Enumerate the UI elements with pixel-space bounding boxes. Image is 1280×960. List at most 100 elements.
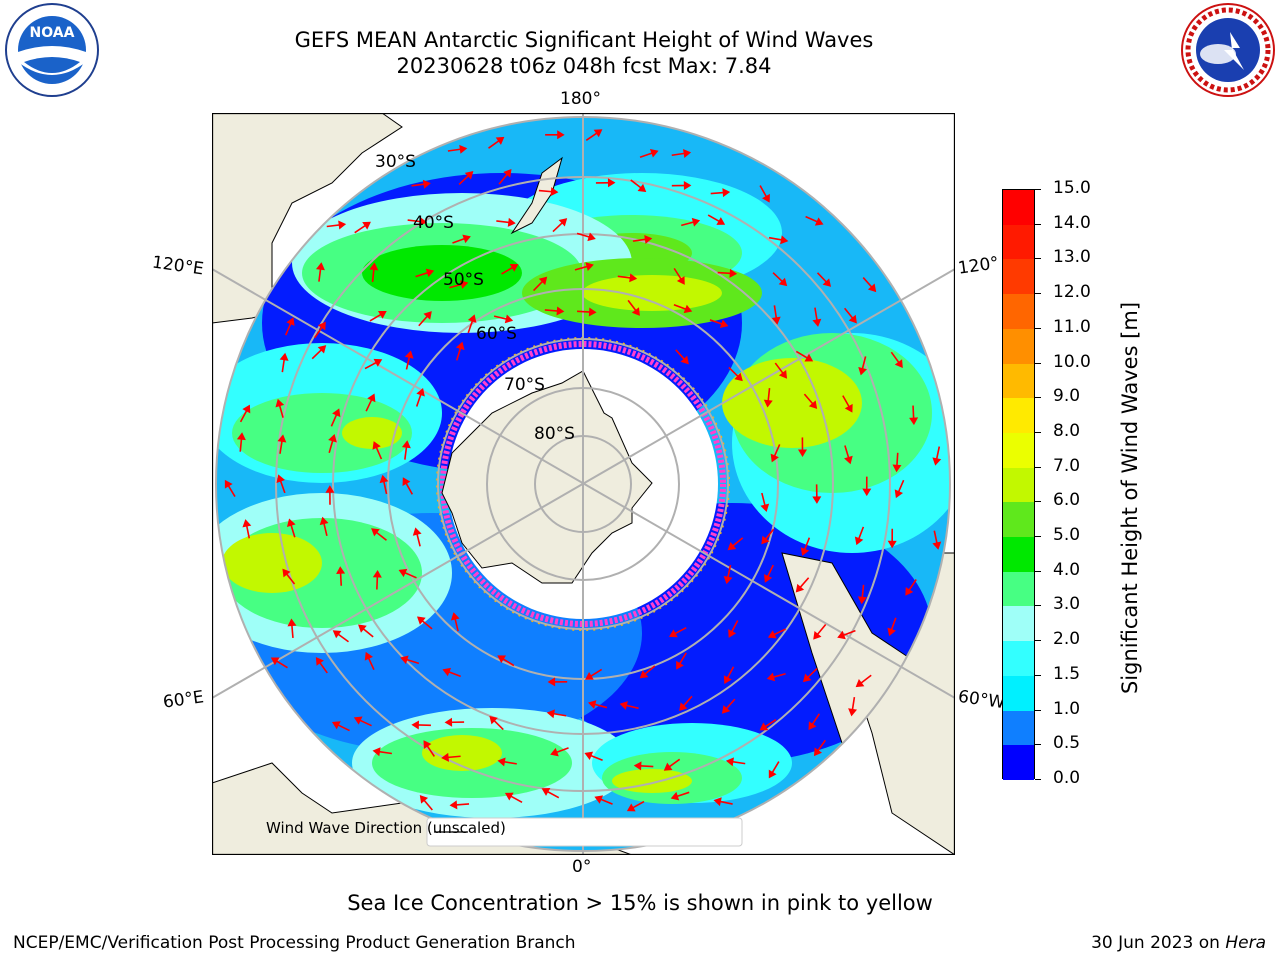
wave-arrow-head xyxy=(837,630,846,640)
wave-arrow-head xyxy=(619,701,628,710)
wave-arrow-head xyxy=(287,618,297,627)
wave-arrow-head xyxy=(719,319,729,329)
colorbar-tick-mark xyxy=(1035,744,1041,746)
wave-arrow-head xyxy=(607,178,616,188)
wave-arrow-head xyxy=(236,432,246,441)
colorbar-tick-label: 4.0 xyxy=(1053,559,1081,580)
wave-arrow-head xyxy=(325,485,335,493)
wave-arrow-head xyxy=(372,747,381,757)
wave-arrow-head xyxy=(668,629,678,638)
wave-arrow-head xyxy=(358,624,367,633)
colorbar-tick-mark xyxy=(1035,779,1041,780)
colorbar-tick-label: 7.0 xyxy=(1053,455,1081,476)
wave-arrow-head xyxy=(588,307,597,317)
lon-label-0: 0° xyxy=(572,857,592,877)
wave-arrow-head xyxy=(377,310,387,319)
wave-arrow-head xyxy=(761,535,770,545)
colorbar-tick-label: 8.0 xyxy=(1053,420,1081,441)
wave-arrow-head xyxy=(857,596,867,605)
wave-arrow-head xyxy=(644,234,653,244)
wave-arrow-head xyxy=(282,568,291,578)
colorbar-tick-mark xyxy=(1035,501,1041,503)
colorbar-band xyxy=(1003,224,1034,260)
lat-label-40s: 40°S xyxy=(413,213,454,233)
wave-arrow-head xyxy=(683,304,693,314)
colorbar-tick-mark xyxy=(1035,466,1041,468)
wave-arrow-head xyxy=(450,612,460,621)
wave-arrow-head xyxy=(854,536,864,546)
colorbar-tick-mark xyxy=(1035,258,1041,260)
wave-arrow-head xyxy=(858,366,867,376)
colorbar-tick-mark xyxy=(1035,431,1041,433)
colorbar-band xyxy=(1003,398,1034,433)
wave-arrow-head xyxy=(464,171,474,180)
wave-arrow-head xyxy=(768,769,777,779)
colorbar-band xyxy=(1003,328,1034,364)
wave-arrow-head xyxy=(802,673,812,683)
wave-arrow-head xyxy=(594,795,604,804)
wave-arrow-head xyxy=(338,220,347,230)
wave-arrow-head xyxy=(932,457,942,466)
wave-arrow-head xyxy=(504,792,514,801)
wave-arrow-head xyxy=(371,528,380,537)
colorbar-tick-label: 15.0 xyxy=(1053,178,1091,198)
wave-arrow-head xyxy=(423,311,432,320)
colorbar-tick-mark xyxy=(1035,189,1041,190)
sea-ice-note: Sea Ice Concentration > 15% is shown in … xyxy=(347,891,933,915)
wave-arrow-head xyxy=(556,306,565,316)
wave-arrow-head xyxy=(887,627,896,637)
wave-arrow-head xyxy=(631,307,640,316)
wave-arrow-head xyxy=(404,350,414,359)
colorbar-band xyxy=(1003,432,1034,468)
wave-arrow-head xyxy=(423,740,432,749)
colorbar-tick-label: 5.0 xyxy=(1053,525,1081,546)
colorbar-band xyxy=(1003,710,1034,746)
wave-arrow-head xyxy=(276,474,286,483)
wave-arrow-head xyxy=(822,278,832,287)
lon-label-180: 180° xyxy=(560,89,601,109)
wave-arrow-head xyxy=(373,358,383,367)
wave-arrow-head xyxy=(676,276,685,285)
lat-label-30s: 30°S xyxy=(375,152,416,172)
wave-arrow-head xyxy=(275,398,285,408)
wave-arrow-head xyxy=(762,193,770,203)
colorbar-band xyxy=(1003,190,1034,225)
wave-arrow-head xyxy=(663,762,673,771)
wave-arrow-head xyxy=(372,569,382,578)
wave-arrow-head xyxy=(459,144,468,154)
colorbar-tick-mark xyxy=(1035,362,1041,364)
colorbar-tick-mark xyxy=(1035,605,1041,607)
wave-arrow-head xyxy=(449,800,458,810)
wave-arrow-head xyxy=(683,149,692,158)
lat-label-80s: 80°S xyxy=(534,424,575,444)
wave-arrow-head xyxy=(855,679,865,688)
wave-arrow-head xyxy=(679,702,688,712)
wave-arrow-head xyxy=(780,235,789,245)
wave-arrow-head xyxy=(224,479,233,489)
wave-arrow-head xyxy=(402,477,411,486)
wave-arrow-head xyxy=(759,722,769,731)
wave-arrow-head xyxy=(332,630,342,639)
wave-arrow-head xyxy=(593,129,603,138)
colorbar-band xyxy=(1003,745,1034,780)
wave-arrow-head xyxy=(637,183,647,192)
wave-arrow-head xyxy=(767,630,777,639)
wave-arrow-head xyxy=(503,169,512,178)
colorbar-tick-mark xyxy=(1035,536,1041,538)
wave-arrow-head xyxy=(495,136,505,145)
colorbar-band xyxy=(1003,641,1034,676)
colorbar-band xyxy=(1003,502,1034,538)
noaa-logo: NOAA xyxy=(5,3,99,97)
colorbar-tick-label: 1.5 xyxy=(1053,663,1081,684)
wave-arrow-head xyxy=(286,518,296,527)
colorbar-band xyxy=(1003,675,1034,711)
colorbar-band xyxy=(1003,259,1034,295)
lon-label-60e: 60°E xyxy=(161,687,206,713)
wave-arrow-head xyxy=(372,441,381,450)
lon-label-120e: 120°E xyxy=(150,252,205,280)
wave-arrow-head xyxy=(808,400,818,409)
wave-arrow-head xyxy=(813,630,822,640)
wave-arrow-head xyxy=(364,651,373,661)
wave-arrow-head xyxy=(369,262,379,271)
wave-arrow-head xyxy=(676,660,684,670)
